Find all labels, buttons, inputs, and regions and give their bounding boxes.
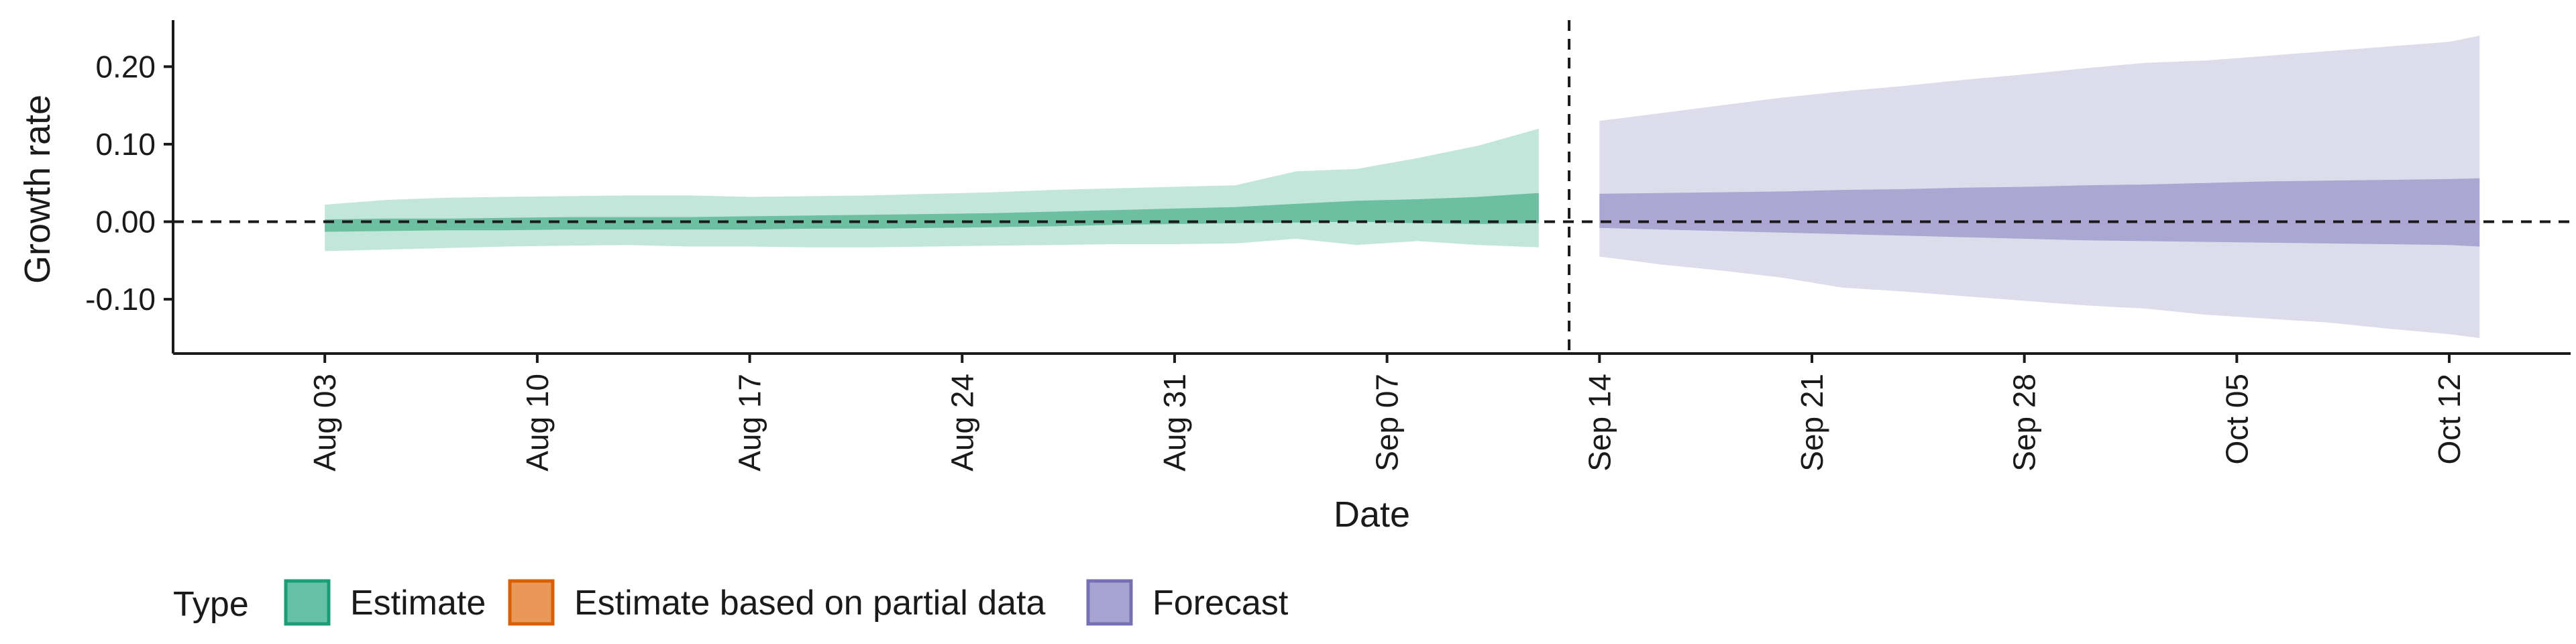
y-tick-label: 0.20 xyxy=(95,49,156,84)
legend-label-estimate: Estimate xyxy=(350,584,486,623)
x-tick-label: Sep 14 xyxy=(1582,374,1617,472)
legend-label-forecast: Forecast xyxy=(1152,584,1289,623)
plot-area xyxy=(173,20,2571,354)
x-tick-label: Sep 07 xyxy=(1370,374,1405,472)
x-tick-label: Aug 31 xyxy=(1157,374,1192,472)
legend-title: Type xyxy=(173,585,249,624)
x-tick-label: Oct 05 xyxy=(2219,374,2254,465)
x-tick-label: Oct 12 xyxy=(2432,374,2467,465)
x-tick-label: Aug 10 xyxy=(520,374,555,472)
y-axis-ticks: 0.20 0.10 0.00 -0.10 xyxy=(85,49,173,317)
legend-key-estimate-based-on-partial-data xyxy=(508,579,555,626)
x-tick-label: Sep 28 xyxy=(2007,374,2042,472)
x-axis-title: Date xyxy=(1334,494,1410,535)
legend-key-estimate xyxy=(284,579,331,626)
y-tick-label: 0.00 xyxy=(95,205,156,239)
legend-label-estimate-based-on-partial-data: Estimate based on partial data xyxy=(574,584,1046,623)
x-tick-label: Aug 03 xyxy=(307,374,342,472)
legend: Type Estimate Estimate based on partial d… xyxy=(173,579,1289,626)
x-axis-ticks: Aug 03 Aug 10 Aug 17 Aug 24 Aug 31 Sep 07 Sep … xyxy=(307,354,2467,472)
x-tick-label: Aug 24 xyxy=(945,374,979,472)
legend-key-forecast xyxy=(1086,579,1133,626)
y-tick-label: 0.10 xyxy=(95,127,156,162)
y-tick-label: -0.10 xyxy=(85,282,156,317)
y-axis-title: Growth rate xyxy=(17,95,58,284)
x-tick-label: Sep 21 xyxy=(1794,374,1829,472)
estimate-outer-interval-band xyxy=(325,128,1539,252)
forecast-inner-interval-band xyxy=(1599,178,2480,247)
x-tick-label: Aug 17 xyxy=(733,374,767,472)
